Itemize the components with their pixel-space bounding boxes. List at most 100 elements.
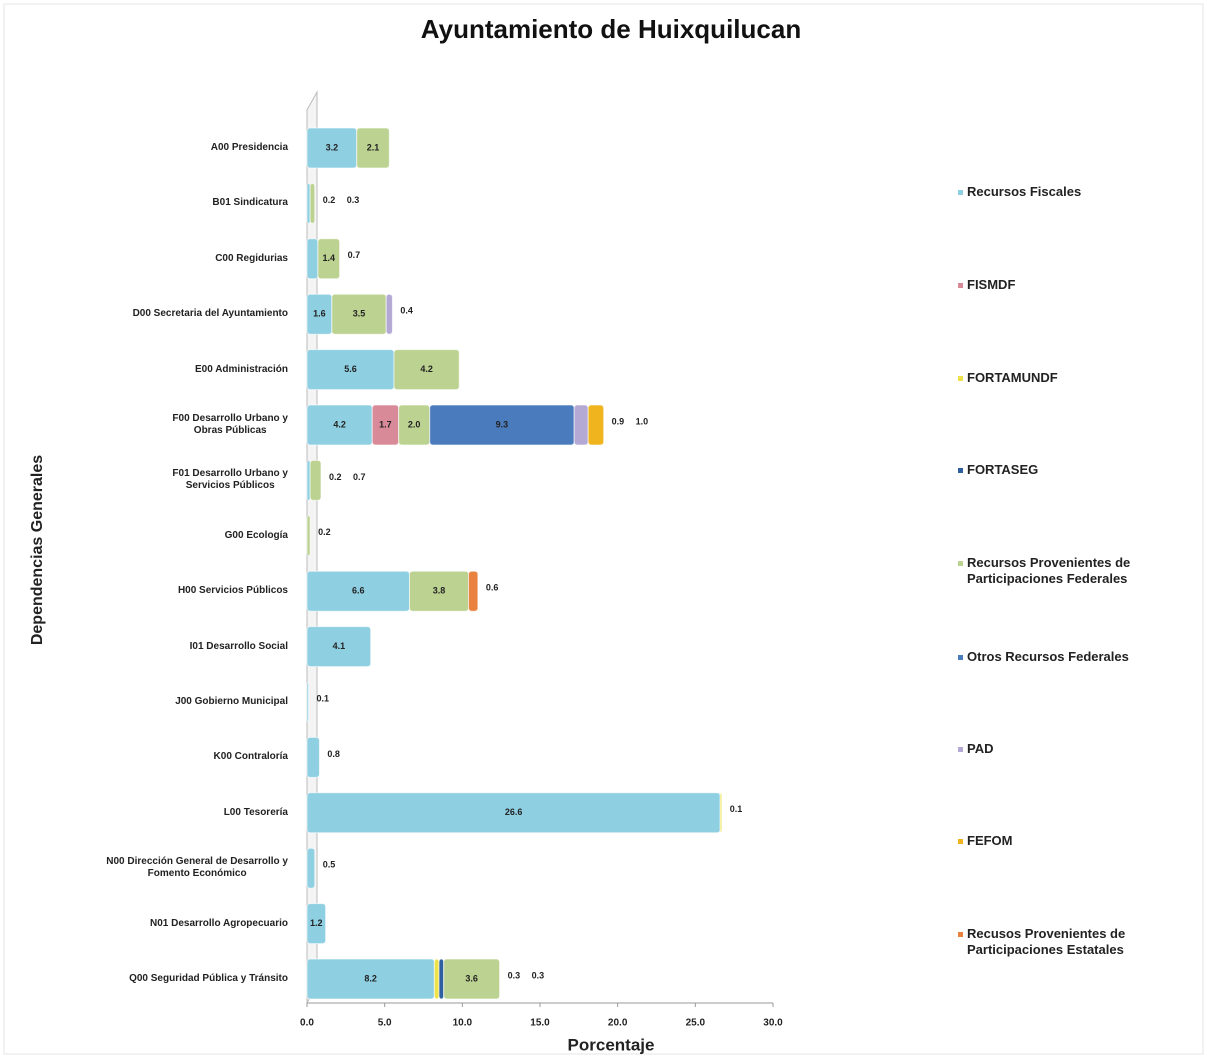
bar-segment bbox=[393, 349, 460, 391]
y-tick-text: F01 Desarrollo Urbano y Servicios Públic… bbox=[172, 468, 288, 492]
y-tick-label: E00 Administración bbox=[8, 364, 288, 376]
legend-swatch bbox=[958, 747, 963, 752]
y-tick-text: B01 Sindicatura bbox=[212, 197, 288, 209]
legend-text: PAD bbox=[967, 741, 994, 756]
legend-item: FISMDF bbox=[958, 277, 1015, 293]
bar-segment bbox=[356, 127, 390, 169]
data-label: 3.5 bbox=[353, 309, 366, 319]
legend-text: FISMDF bbox=[967, 277, 1016, 292]
legend-item: Otros Recursos Federales bbox=[958, 649, 1129, 665]
x-tick-label: 20.0 bbox=[608, 1018, 628, 1029]
data-label: 0.3 bbox=[347, 195, 360, 205]
y-tick-label: L00 Tesorería bbox=[8, 807, 288, 819]
y-tick-text: G00 Ecología bbox=[224, 529, 288, 541]
y-tick-label: N01 Desarrollo Agropecuario bbox=[8, 918, 288, 930]
legend-item: FORTASEG bbox=[958, 462, 1038, 478]
y-tick-text: N00 Dirección General de Desarrollo y Fo… bbox=[106, 856, 288, 880]
legend-swatch bbox=[958, 376, 963, 381]
data-label: 3.2 bbox=[326, 142, 339, 152]
legend-swatch bbox=[958, 561, 963, 566]
data-label: 1.0 bbox=[636, 416, 649, 426]
bar-segment bbox=[306, 681, 310, 723]
data-label: 0.3 bbox=[508, 970, 521, 980]
y-tick-label: G00 Ecología bbox=[8, 530, 288, 542]
y-axis-label: Dependencias Generales bbox=[29, 455, 46, 645]
data-label: 0.4 bbox=[400, 306, 413, 316]
x-tick-label: 15.0 bbox=[530, 1018, 550, 1029]
y-tick-label: K00 Contraloría bbox=[8, 751, 288, 763]
data-label: 6.6 bbox=[352, 586, 365, 596]
bar-segment bbox=[573, 404, 589, 446]
y-tick-label: I01 Desarrollo Social bbox=[8, 641, 288, 653]
y-tick-text: F00 Desarrollo Urbano y Obras Públicas bbox=[172, 413, 288, 436]
legend-swatch bbox=[958, 655, 963, 660]
data-label: 26.6 bbox=[505, 807, 523, 817]
data-label: 8.2 bbox=[364, 973, 377, 983]
bar-segment bbox=[306, 626, 372, 668]
chart-title: Ayuntamiento de Huixquilucan bbox=[421, 14, 801, 44]
data-label: 2.0 bbox=[408, 419, 421, 429]
y-tick-label: N00 Dirección General de Desarrollo y Fo… bbox=[8, 856, 288, 880]
data-label: 1.6 bbox=[313, 309, 326, 319]
data-label: 0.2 bbox=[329, 472, 342, 482]
bar-segment bbox=[306, 847, 316, 889]
bar-segment bbox=[306, 238, 319, 280]
data-label: 0.1 bbox=[317, 693, 330, 703]
data-label: 0.5 bbox=[323, 860, 336, 870]
legend-text: Recusos Provenientes de Participaciones … bbox=[967, 926, 1126, 957]
data-label: 1.2 bbox=[310, 918, 323, 928]
data-label: 4.2 bbox=[333, 419, 346, 429]
legend-item: FORTAMUNDF bbox=[958, 370, 1058, 386]
y-tick-label: J00 Gobierno Municipal bbox=[8, 696, 288, 708]
legend-swatch bbox=[958, 283, 963, 288]
data-label: 0.7 bbox=[353, 472, 366, 482]
data-label: 0.6 bbox=[486, 583, 499, 593]
y-tick-text: L00 Tesorería bbox=[223, 806, 288, 818]
legend-swatch bbox=[958, 839, 963, 844]
legend-item: Recusos Provenientes de Participaciones … bbox=[958, 926, 1125, 958]
bar-segment bbox=[433, 958, 440, 1000]
legend-text: Recursos Provenientes de Participaciones… bbox=[967, 555, 1131, 586]
bar-segment bbox=[306, 515, 311, 557]
legend-item: PAD bbox=[958, 741, 993, 757]
data-label: 0.2 bbox=[323, 195, 336, 205]
data-label: 5.6 bbox=[344, 364, 357, 374]
data-label: 3.6 bbox=[465, 973, 478, 983]
bar-segment bbox=[438, 958, 445, 1000]
x-tick-label: 0.0 bbox=[300, 1018, 314, 1029]
y-tick-label: F01 Desarrollo Urbano y Servicios Públic… bbox=[8, 468, 288, 492]
y-tick-label: A00 Presidencia bbox=[8, 142, 288, 154]
y-tick-text: I01 Desarrollo Social bbox=[189, 640, 288, 652]
legend-text: Otros Recursos Federales bbox=[967, 649, 1129, 664]
bar-segment bbox=[385, 293, 393, 335]
data-label: 0.8 bbox=[327, 749, 340, 759]
y-tick-label: D00 Secretaria del Ayuntamiento bbox=[8, 308, 288, 320]
legend-item: Recursos Fiscales bbox=[958, 184, 1081, 200]
x-tick-label: 10.0 bbox=[453, 1018, 473, 1029]
data-label: 2.1 bbox=[367, 142, 380, 152]
y-tick-text: H00 Servicios Públicos bbox=[177, 585, 288, 597]
legend-swatch bbox=[958, 932, 963, 937]
data-label: 0.2 bbox=[318, 527, 331, 537]
bar-segment bbox=[306, 736, 320, 778]
x-tick-label: 25.0 bbox=[686, 1018, 706, 1029]
y-tick-label: F00 Desarrollo Urbano y Obras Públicas bbox=[8, 413, 288, 437]
y-tick-text: J00 Gobierno Municipal bbox=[175, 696, 288, 707]
bar-segment bbox=[317, 238, 341, 280]
data-label: 0.9 bbox=[612, 416, 625, 426]
y-tick-text: A00 Presidencia bbox=[210, 142, 288, 153]
bar-segment bbox=[309, 459, 322, 501]
data-label: 0.1 bbox=[730, 804, 743, 814]
y-tick-text: Q00 Seguridad Pública y Tránsito bbox=[129, 973, 288, 984]
legend-text: FORTAMUNDF bbox=[967, 370, 1058, 385]
legend-item: Recursos Provenientes de Participaciones… bbox=[958, 555, 1130, 587]
data-label: 1.7 bbox=[379, 419, 392, 429]
data-label: 4.1 bbox=[333, 641, 346, 651]
bar-segment bbox=[468, 570, 479, 612]
y-tick-label: H00 Servicios Públicos bbox=[8, 585, 288, 597]
bar-segment bbox=[309, 182, 316, 224]
y-tick-label: C00 Regidurias bbox=[8, 253, 288, 265]
y-tick-text: C00 Regidurias bbox=[215, 252, 288, 264]
